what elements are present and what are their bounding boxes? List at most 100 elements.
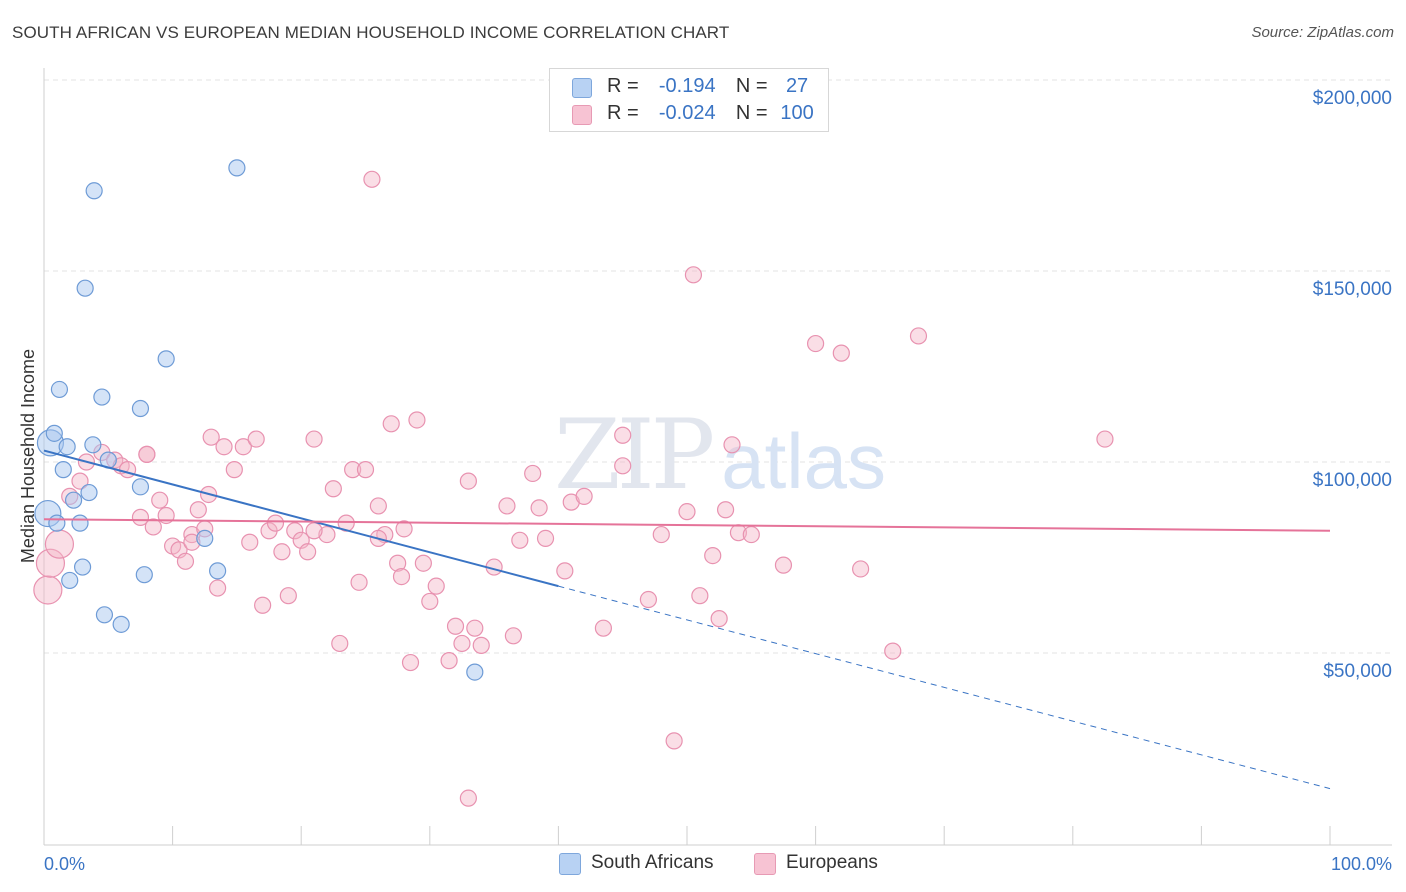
n-label: N = (735, 75, 768, 97)
europeans-point (594, 619, 613, 637)
europeans-point (614, 457, 632, 475)
south-africans-point (54, 461, 72, 479)
europeans-point (472, 636, 490, 654)
europeans-point (395, 520, 413, 538)
europeans-point (118, 461, 137, 479)
europeans-point (716, 501, 735, 519)
south-africans-point (85, 182, 103, 200)
europeans-point (209, 579, 227, 597)
south-africans-point (50, 380, 69, 399)
europeans-point (909, 327, 928, 345)
europeans-point (350, 573, 368, 591)
r-value: -0.194 (658, 75, 716, 97)
south-africans-point (466, 663, 484, 681)
europeans-point (459, 472, 477, 490)
europeans-point (202, 428, 220, 446)
legend-label: South Africans (591, 852, 714, 873)
south-africans-point (157, 350, 175, 368)
trend-lines (43, 449, 1331, 790)
source-label: Source: ZipAtlas.com (1251, 24, 1394, 41)
south-africans-point (76, 279, 94, 297)
europeans-point (704, 546, 722, 565)
europeans-point (215, 438, 233, 456)
x-tick-label: 0.0% (44, 854, 85, 874)
r-value: -0.024 (658, 102, 716, 124)
europeans-point (131, 508, 150, 526)
europeans-point (241, 533, 259, 551)
europeans-point (723, 436, 741, 454)
south-africans-point (135, 566, 153, 584)
europeans-swatch (572, 105, 592, 125)
europeans-point (852, 560, 870, 578)
europeans-point (530, 499, 548, 517)
europeans-point (151, 491, 169, 509)
south-africans-point (73, 558, 92, 576)
europeans-point (453, 634, 471, 653)
europeans-point (266, 514, 285, 532)
europeans-point (176, 552, 195, 570)
europeans-point (299, 543, 317, 561)
r-label: R = (607, 102, 639, 124)
correlation-legend: R = -0.194 N = 27 R = -0.024 N = 100 (549, 68, 829, 132)
europeans-point (286, 522, 304, 540)
y-tick-label: $200,000 (1313, 88, 1392, 109)
y-axis-label: Median Household Income (18, 349, 38, 563)
europeans-point (575, 487, 593, 505)
europeans-point (536, 529, 555, 548)
europeans-point (691, 587, 709, 605)
grid-lines (44, 79, 1392, 654)
south-africans-point (93, 388, 111, 406)
europeans-point (305, 430, 323, 448)
europeans-point (446, 617, 465, 635)
south-africans-point (58, 438, 76, 456)
legend-label: Europeans (786, 852, 878, 873)
europeans-point (678, 503, 696, 521)
south-africans-point (95, 606, 114, 624)
europeans-point (369, 497, 387, 515)
europeans-point (356, 461, 375, 479)
south-africans-trend-line (43, 449, 559, 588)
europeans-point (363, 170, 381, 188)
n-value: 27 (785, 75, 809, 97)
europeans-point (254, 596, 272, 614)
south-africans-point (196, 529, 214, 548)
europeans-point (414, 554, 432, 572)
europeans-point (33, 575, 63, 605)
europeans-point (1096, 430, 1114, 448)
chart-title: SOUTH AFRICAN VS EUROPEAN MEDIAN HOUSEHO… (12, 23, 730, 42)
europeans-point (279, 587, 297, 605)
south-africans-point (131, 478, 150, 496)
europeans-point (324, 480, 342, 498)
europeans-point (35, 548, 66, 578)
europeans-point (234, 438, 252, 456)
europeans-point (556, 562, 574, 580)
south-africans-swatch (559, 853, 581, 875)
europeans-point (225, 461, 243, 479)
europeans-point (331, 634, 349, 653)
europeans-point (639, 590, 658, 609)
y-tick-label: $100,000 (1313, 470, 1392, 491)
europeans-point (401, 653, 420, 672)
y-tick-label: $150,000 (1313, 279, 1392, 300)
europeans-point (884, 642, 902, 660)
south-africans-point (71, 514, 89, 532)
europeans-point (344, 461, 362, 479)
europeans-point (408, 411, 426, 429)
europeans-point (498, 497, 516, 515)
europeans-point (652, 525, 670, 544)
europeans-trend-line (43, 518, 1331, 532)
europeans-point (421, 592, 439, 611)
south-africans-point (80, 483, 98, 502)
europeans-point (511, 531, 529, 549)
europeans-point (440, 652, 458, 670)
y-tick-label: $50,000 (1323, 661, 1392, 682)
europeans-point (459, 789, 477, 807)
europeans-point (382, 415, 400, 433)
south-africans-trend-extension (558, 585, 1331, 790)
south-africans-point (228, 159, 246, 177)
europeans-point (138, 445, 156, 463)
europeans-point (189, 501, 207, 519)
south-africans-point (84, 436, 102, 454)
europeans-point (466, 619, 484, 637)
